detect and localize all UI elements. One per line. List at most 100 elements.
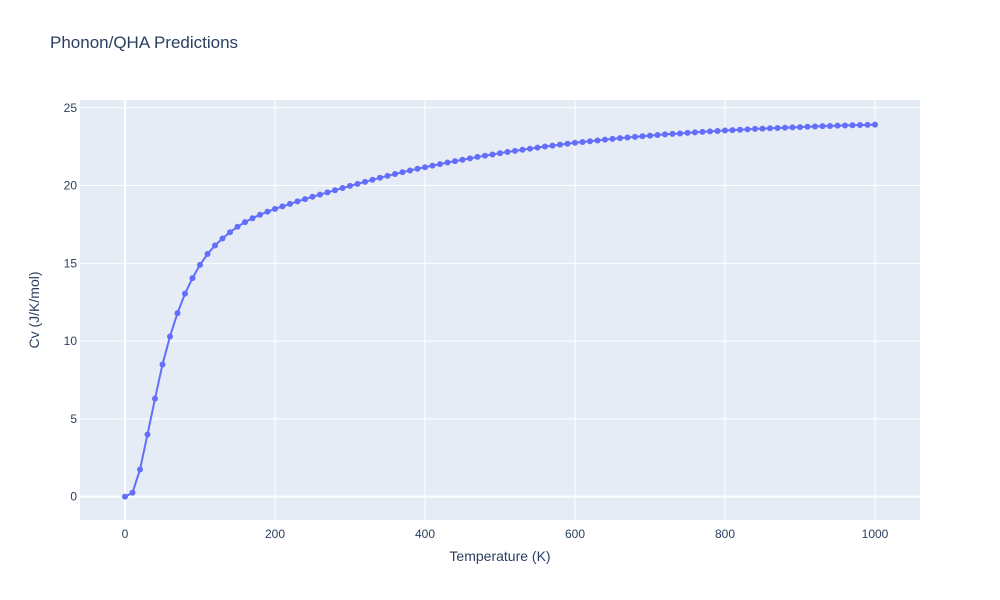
data-point: [849, 122, 856, 129]
data-point: [834, 122, 841, 129]
y-tick-label: 25: [64, 101, 78, 115]
data-point: [497, 150, 503, 157]
data-point: [842, 122, 848, 129]
data-point: [339, 185, 346, 192]
x-tick-label: 1000: [862, 527, 889, 541]
data-point: [189, 275, 196, 282]
data-point: [167, 333, 173, 340]
data-point: [639, 133, 646, 140]
data-point: [827, 122, 833, 129]
data-point: [242, 219, 248, 226]
x-tick-label: 0: [122, 527, 129, 541]
data-point: [399, 169, 406, 176]
data-point: [212, 242, 218, 249]
data-point: [692, 129, 698, 136]
data-point: [572, 139, 578, 146]
data-point: [684, 129, 691, 136]
data-point: [317, 191, 323, 198]
data-point: [647, 132, 653, 139]
data-point: [467, 155, 473, 162]
data-series: [122, 121, 878, 500]
x-axis-title: Temperature (K): [449, 548, 550, 564]
data-point: [482, 152, 488, 159]
data-point: [474, 153, 481, 160]
data-point: [354, 180, 361, 187]
data-point: [602, 136, 608, 143]
y-tick-label: 10: [64, 334, 78, 348]
data-point: [699, 128, 706, 135]
y-tick-label: 5: [70, 412, 77, 426]
data-point: [362, 178, 368, 185]
data-point: [812, 123, 818, 130]
data-point: [219, 235, 226, 242]
data-point: [182, 290, 188, 297]
y-tick-label: 15: [64, 256, 78, 270]
data-point: [159, 361, 166, 368]
chart-title: Phonon/QHA Predictions: [50, 33, 239, 52]
data-point: [857, 122, 863, 129]
data-point: [654, 132, 661, 138]
data-point: [767, 125, 773, 132]
data-point: [504, 148, 511, 155]
data-point: [669, 130, 676, 137]
data-point: [707, 128, 713, 135]
data-point: [144, 431, 151, 438]
data-point: [324, 189, 331, 196]
data-point: [437, 161, 443, 168]
data-point: [129, 489, 136, 496]
data-point: [197, 261, 203, 268]
data-point: [549, 142, 556, 149]
data-point: [384, 172, 391, 179]
data-point: [392, 171, 398, 178]
data-point: [744, 126, 751, 133]
data-point: [264, 208, 271, 215]
data-point: [609, 135, 616, 142]
data-point: [519, 146, 526, 153]
data-point: [864, 121, 871, 128]
data-point: [459, 156, 466, 163]
data-point: [204, 251, 211, 257]
data-point: [444, 159, 451, 166]
data-point: [737, 126, 743, 133]
x-tick-label: 400: [415, 527, 435, 541]
data-point: [774, 125, 781, 131]
x-tick-label: 800: [715, 527, 735, 541]
data-point: [489, 151, 496, 158]
tick-labels: 0 200 400 600 800 1000 0 5 10 15 20 25: [64, 101, 889, 541]
data-point: [804, 123, 811, 130]
data-point: [729, 127, 736, 134]
plot-area: [80, 100, 920, 520]
data-point: [377, 174, 383, 181]
data-point: [714, 127, 721, 134]
data-point: [279, 203, 286, 210]
data-point: [137, 466, 143, 473]
data-point: [332, 187, 338, 194]
data-point: [452, 158, 458, 165]
data-point: [534, 144, 541, 151]
data-point: [234, 223, 241, 230]
data-point: [369, 176, 376, 183]
data-point: [512, 147, 518, 154]
x-tick-label: 600: [565, 527, 585, 541]
data-point: [632, 133, 638, 140]
data-point: [624, 134, 631, 141]
data-point: [174, 310, 181, 317]
data-point: [294, 198, 301, 205]
data-point: [302, 196, 308, 203]
data-point: [542, 143, 548, 150]
data-point: [722, 127, 728, 134]
data-point: [122, 493, 128, 500]
data-point: [782, 124, 788, 131]
data-point: [752, 125, 758, 132]
data-point: [407, 167, 413, 174]
data-point: [414, 165, 421, 172]
data-point: [347, 182, 353, 189]
data-point: [152, 395, 158, 402]
data-point: [309, 193, 316, 200]
x-tick-label: 200: [265, 527, 285, 541]
y-axis-title: Cv (J/K/mol): [26, 272, 42, 349]
data-point: [797, 124, 803, 131]
data-point: [587, 138, 593, 145]
data-point: [662, 131, 668, 138]
